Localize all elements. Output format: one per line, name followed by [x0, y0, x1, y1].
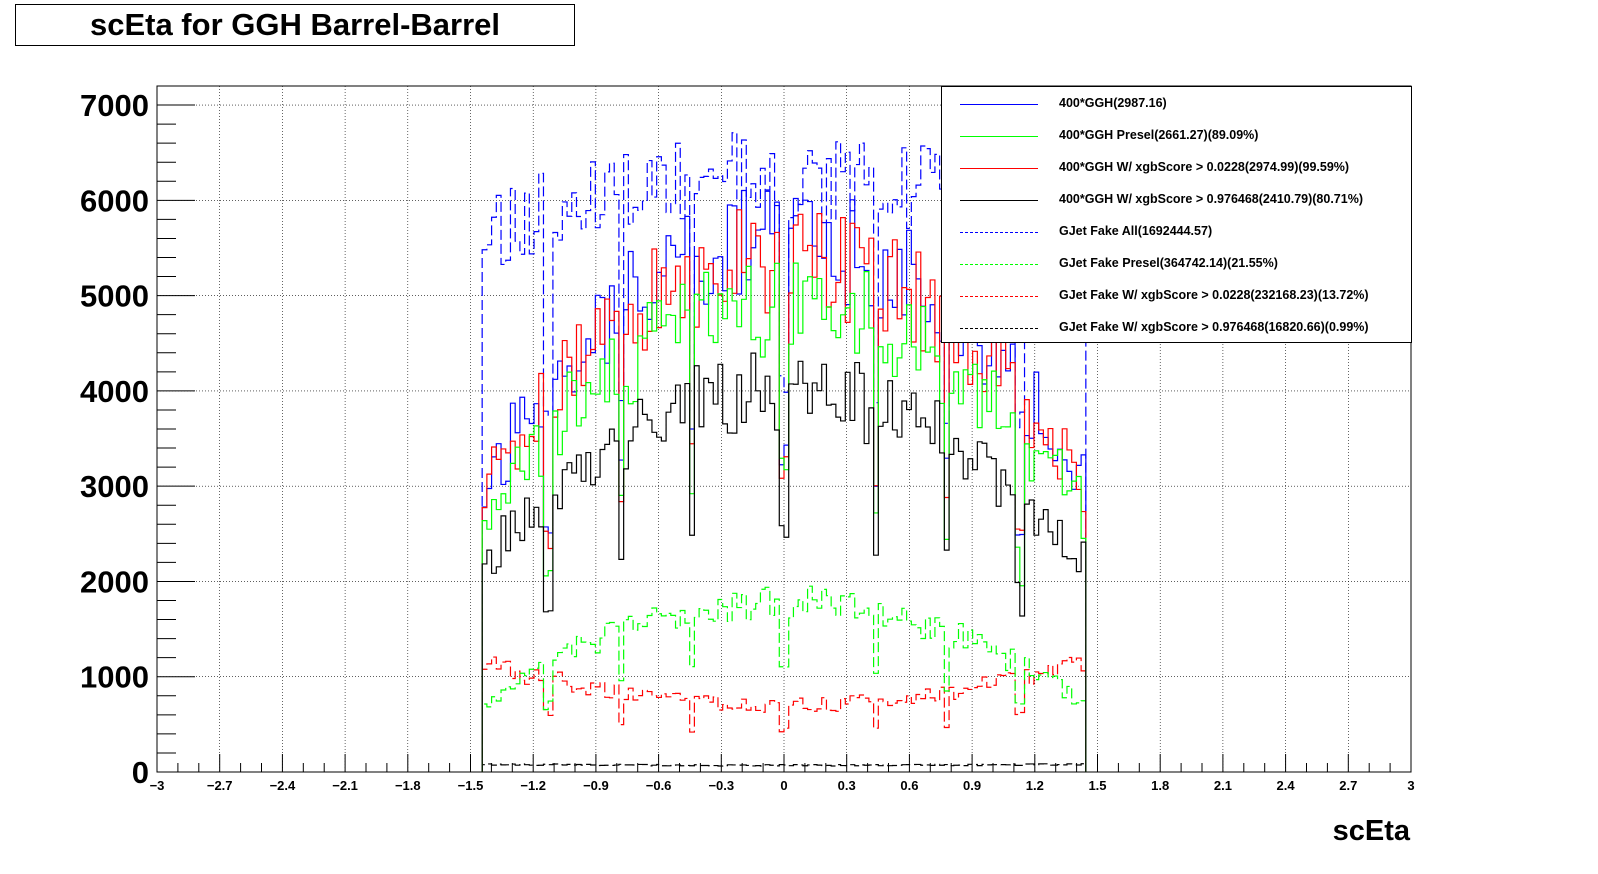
legend-line-swatch [960, 200, 1038, 201]
legend-entry: 400*GGH Presel(2661.27)(89.09%) [942, 121, 1411, 153]
x-tick-label: −2.7 [207, 778, 233, 793]
chart-title-box: scEta for GGH Barrel-Barrel [15, 4, 575, 46]
y-tick-label: 3000 [80, 469, 149, 504]
legend-label: GJet Fake W/ xgbScore > 0.0228(232168.23… [1059, 288, 1369, 302]
x-tick-label: −3 [150, 778, 165, 793]
legend-entry: GJet Fake W/ xgbScore > 0.976468(16820.6… [942, 313, 1411, 345]
legend-entry: GJet Fake Presel(364742.14)(21.55%) [942, 249, 1411, 281]
x-tick-label: −1.5 [458, 778, 484, 793]
y-tick-label: 7000 [80, 88, 149, 123]
legend-line-swatch [960, 232, 1038, 233]
series-line [481, 656, 1087, 773]
legend-label: GJet Fake Presel(364742.14)(21.55%) [1059, 256, 1278, 270]
x-tick-label: 2.1 [1214, 778, 1232, 793]
x-tick-label: −1.8 [395, 778, 421, 793]
series-line [481, 262, 1087, 773]
x-tick-label: −2.1 [332, 778, 358, 793]
legend-line-swatch [960, 168, 1038, 169]
x-tick-label: 0 [780, 778, 787, 793]
y-tick-label: 5000 [80, 279, 149, 314]
legend-label: 400*GGH W/ xgbScore > 0.0228(2974.99)(99… [1059, 160, 1350, 174]
legend-entry: 400*GGH W/ xgbScore > 0.976468(2410.79)(… [942, 185, 1411, 217]
legend-entry: GJet Fake W/ xgbScore > 0.0228(232168.23… [942, 281, 1411, 313]
x-tick-label: −2.4 [270, 778, 296, 793]
legend-label: 400*GGH W/ xgbScore > 0.976468(2410.79)(… [1059, 192, 1363, 206]
y-tick-label: 2000 [80, 564, 149, 599]
legend-entry: 400*GGH W/ xgbScore > 0.0228(2974.99)(99… [942, 153, 1411, 185]
chart-title: scEta for GGH Barrel-Barrel [89, 7, 501, 42]
legend: 400*GGH(2987.16) 400*GGH Presel(2661.27)(… [941, 86, 1412, 343]
x-axis: −3 −2.7 −2.4 −2.1 −1.8 −1.5 −1.2 −0.9 −0.6 −0.3 0 0… [150, 754, 1415, 793]
x-tick-label: 1.5 [1088, 778, 1106, 793]
legend-line-swatch [960, 328, 1038, 329]
x-tick-label: 0.9 [963, 778, 981, 793]
x-tick-label: 1.8 [1151, 778, 1169, 793]
x-tick-label: 3 [1407, 778, 1414, 793]
x-tick-label: 1.2 [1026, 778, 1044, 793]
x-axis-label: scEta [1333, 815, 1411, 847]
legend-line-swatch [960, 104, 1038, 105]
legend-line-swatch [960, 264, 1038, 265]
legend-label: GJet Fake W/ xgbScore > 0.976468(16820.6… [1059, 320, 1369, 334]
legend-line-swatch [960, 136, 1038, 137]
x-tick-label: −1.2 [520, 778, 546, 793]
x-tick-label: −0.9 [583, 778, 609, 793]
legend-label: 400*GGH Presel(2661.27)(89.09%) [1059, 128, 1259, 142]
legend-entry: GJet Fake All(1692444.57) [942, 217, 1411, 249]
legend-label: GJet Fake All(1692444.57) [1059, 224, 1213, 238]
y-tick-label: 4000 [80, 374, 149, 409]
x-tick-label: 0.3 [838, 778, 856, 793]
series-line [481, 585, 1087, 773]
y-tick-label: 1000 [80, 660, 149, 695]
y-tick-label: 0 [132, 755, 149, 790]
legend-label: 400*GGH(2987.16) [1059, 96, 1167, 110]
legend-entry: 400*GGH(2987.16) [942, 89, 1411, 121]
y-axis: 0 1000 2000 3000 4000 5000 6000 7000 [80, 88, 195, 790]
x-tick-label: 0.6 [900, 778, 918, 793]
x-tick-label: −0.6 [646, 778, 672, 793]
x-tick-label: 2.7 [1339, 778, 1357, 793]
x-tick-label: −0.3 [708, 778, 734, 793]
series-line [481, 352, 1087, 773]
legend-line-swatch [960, 296, 1038, 297]
x-tick-label: 2.4 [1277, 778, 1296, 793]
y-tick-label: 6000 [80, 183, 149, 218]
